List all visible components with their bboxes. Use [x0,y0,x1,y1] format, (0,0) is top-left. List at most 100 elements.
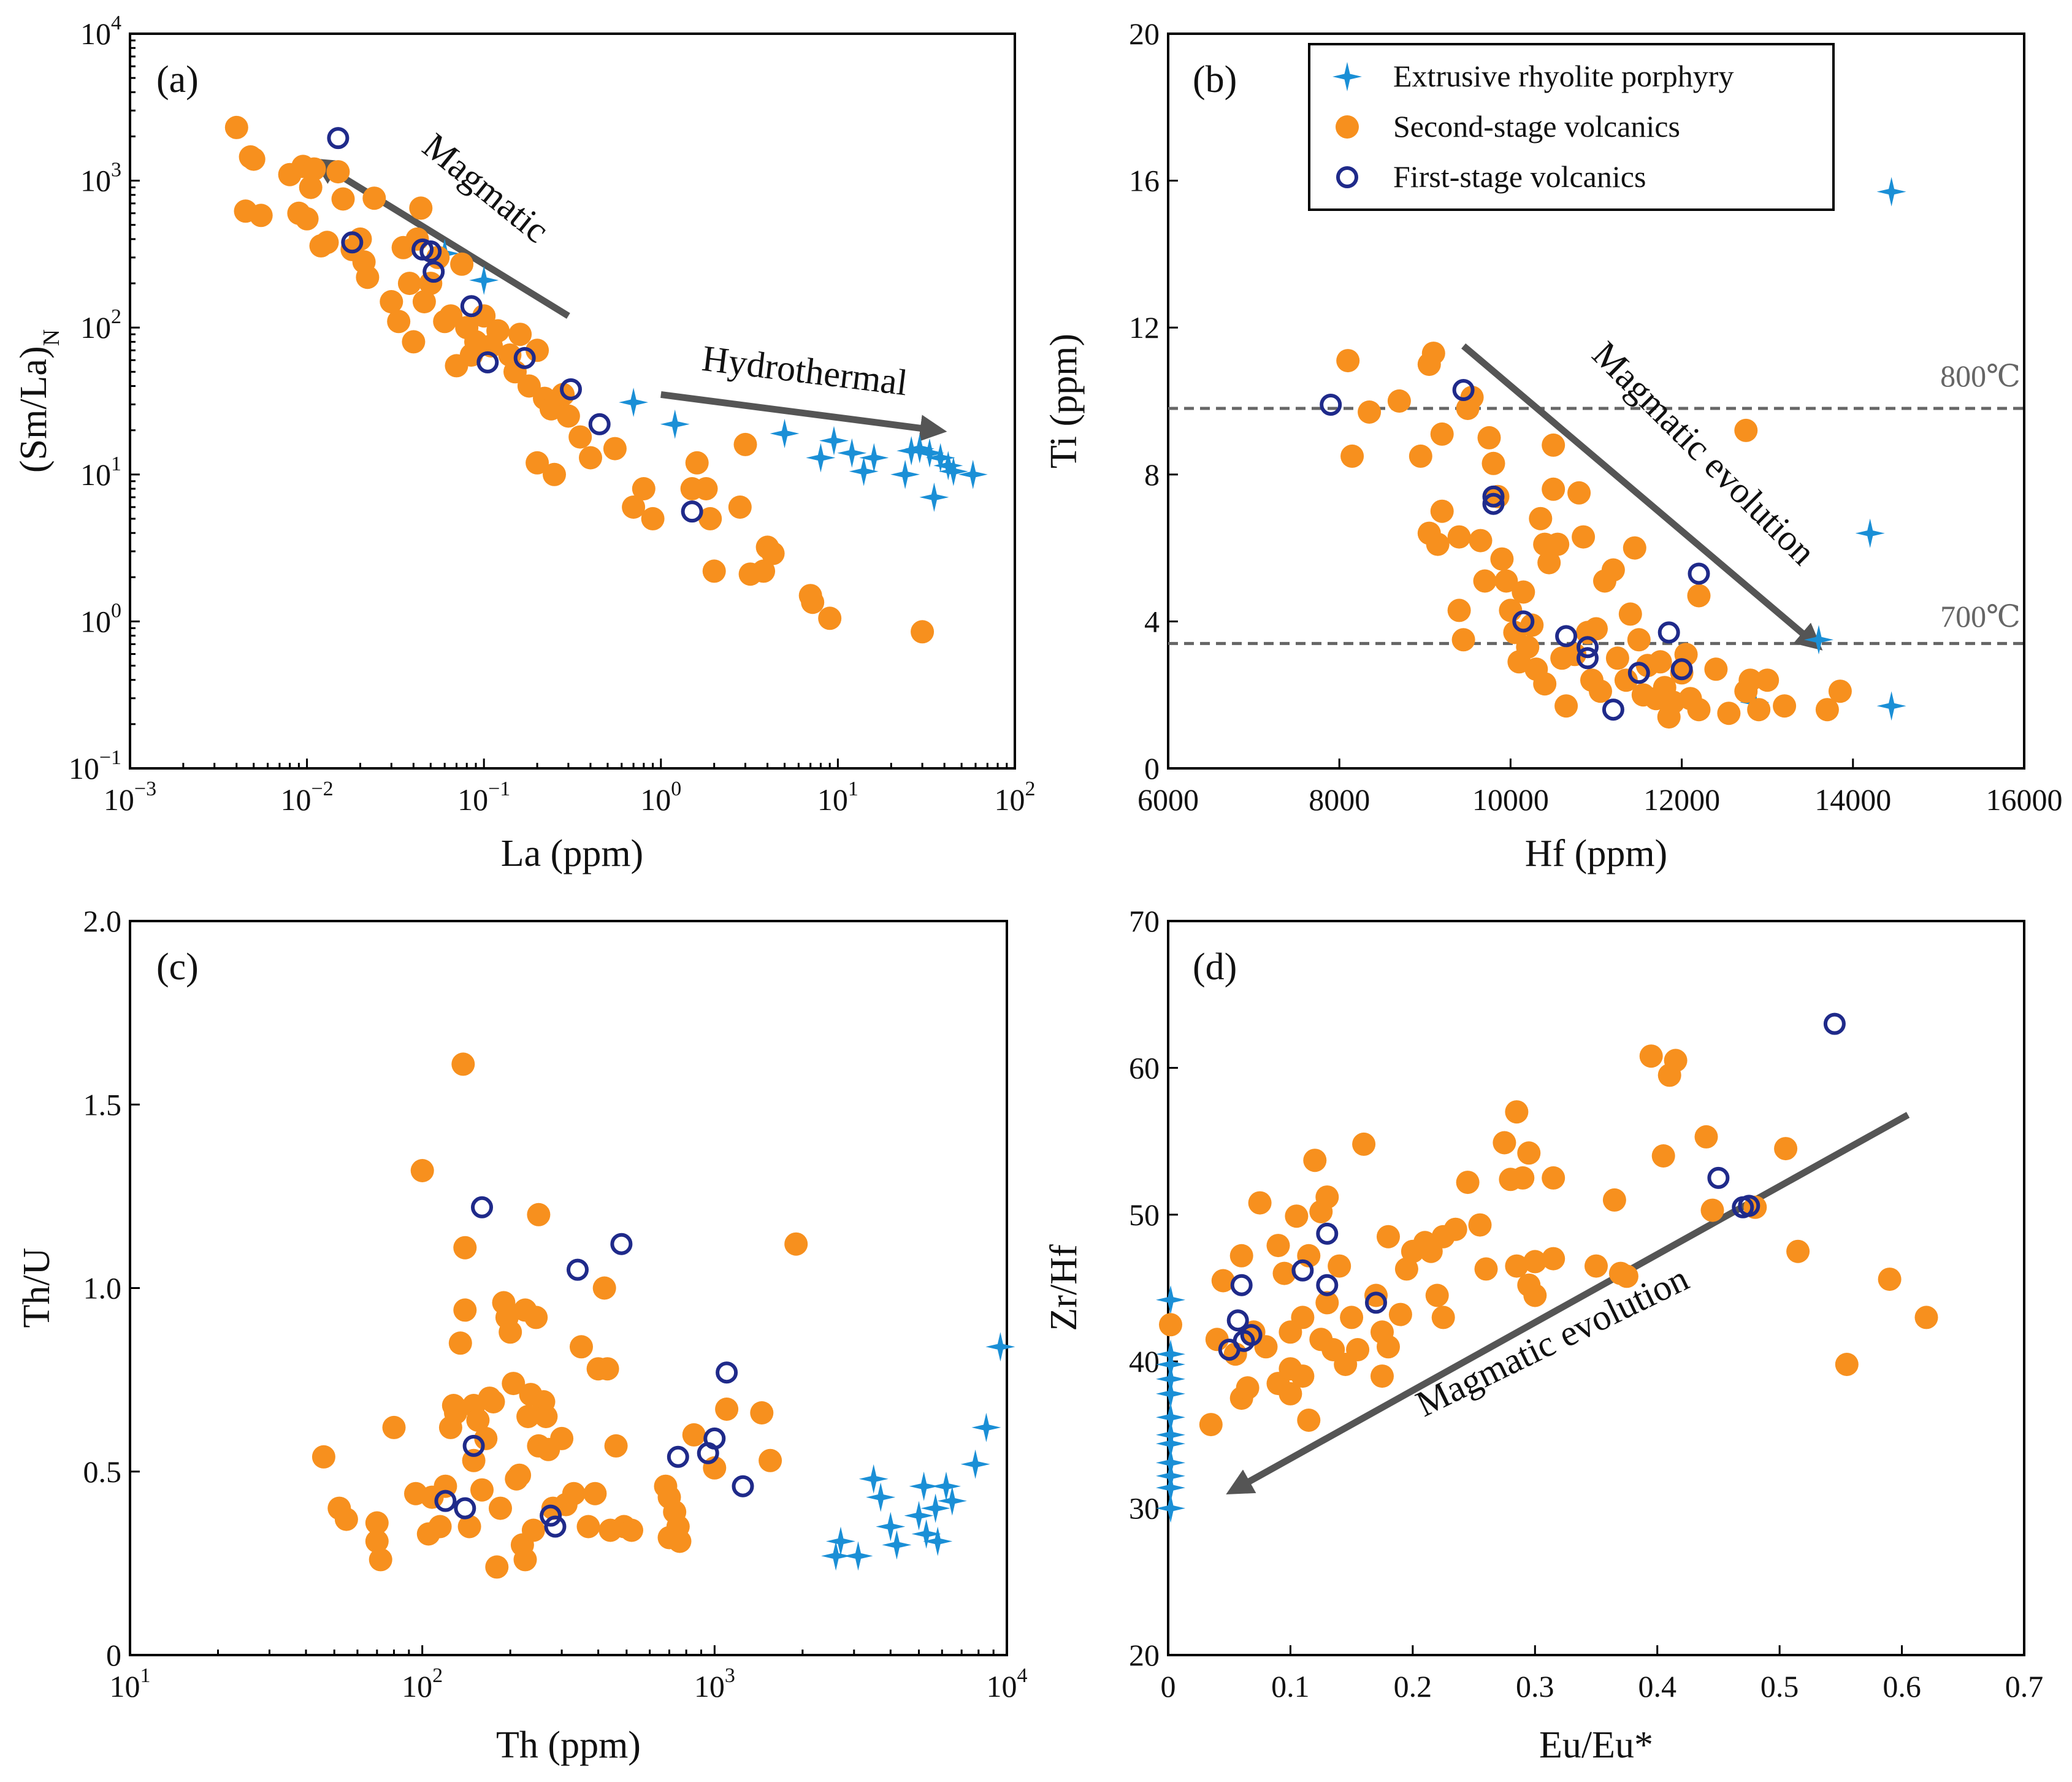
second-stage-point [761,541,785,565]
panel-b-arrows [1461,343,1823,651]
first-stage-point [716,1361,738,1384]
y-tick-label: 20 [1129,1638,1160,1672]
second-stage-point [1738,668,1762,692]
second-stage-point [1364,1283,1388,1307]
second-stage-point [801,591,825,614]
second-stage-point [1505,1254,1529,1278]
rhyolite-point [1156,1429,1185,1459]
second-stage-point [312,1445,335,1469]
panel-d-points [1156,1012,1938,1523]
first-stage-point [1823,1012,1846,1035]
second-stage-point [453,1236,477,1260]
second-stage-point [1352,1132,1376,1156]
second-stage-point [1236,1376,1260,1400]
x-tick-label: 10−3 [104,778,156,817]
rhyolite-point [849,456,879,486]
second-stage-point [1585,1254,1608,1278]
second-stage-point [1878,1268,1902,1291]
second-stage-point [1291,1306,1315,1329]
second-stage-point [750,1401,774,1424]
second-stage-point [1394,1257,1418,1281]
second-stage-point [466,1409,490,1432]
second-stage-point [1377,1225,1400,1249]
first-stage-point [476,351,499,373]
second-stage-point [1430,499,1454,523]
legend-label-first: First-stage volcanics [1393,159,1646,194]
second-stage-point [334,1507,358,1531]
second-stage-point [1589,679,1612,703]
second-stage-point [1229,1244,1253,1268]
second-stage-point [481,1390,505,1413]
second-stage-point [1914,1306,1938,1329]
x-tick-label: 104 [987,1664,1028,1704]
second-stage-point [622,495,646,519]
second-stage-point [302,157,326,181]
rhyolite-point [923,1526,953,1556]
second-stage-point [702,559,726,583]
first-stage-point [732,1475,754,1497]
second-stage-point [1687,698,1711,722]
rhyolite-point [843,1541,873,1571]
x-tick-label: 102 [995,778,1036,817]
second-stage-point [1266,1234,1290,1258]
rhyolite-point [1876,177,1906,207]
second-stage-point [534,1405,558,1428]
second-stage-point [1773,694,1797,718]
second-stage-point [1493,1131,1516,1155]
second-stage-point [1421,342,1445,365]
second-stage-point [1425,1283,1449,1307]
second-stage-point [1451,628,1475,652]
second-stage-point [470,1478,494,1502]
first-stage-point [1512,610,1535,633]
second-stage-point [543,462,566,486]
second-stage-point [1529,507,1553,530]
second-stage-point [668,1529,692,1553]
first-stage-point [1291,1259,1314,1282]
first-stage-point [434,1489,457,1512]
second-stage-point [759,1448,782,1472]
second-stage-point [439,304,463,328]
panel-c: 101 102 103 104 0 0.5 1.0 1.5 2.0 (c) Th (ppm) T… [16,904,1028,1766]
rhyolite-point [904,1501,934,1531]
second-stage-point [1734,418,1758,442]
x-tick-label: 103 [694,1664,735,1704]
second-stage-point [409,196,433,220]
second-stage-point [365,1529,389,1553]
y-tick-label: 60 [1129,1050,1160,1085]
x-tick-label: 100 [640,778,681,817]
second-stage-point [579,446,602,470]
x-tick-label: 0.4 [1638,1669,1676,1704]
first-stage-point [667,1445,689,1468]
second-stage-point [1279,1382,1302,1405]
second-stage-point [527,1203,551,1226]
second-stage-point [620,1518,643,1542]
second-stage-point [1447,525,1471,549]
x-tick-label: 10−2 [281,778,334,817]
second-stage-point [1315,1291,1339,1315]
second-stage-point [453,1298,477,1322]
second-stage-point [1430,422,1454,446]
legend-label-second: Second-stage volcanics [1393,109,1680,143]
panel-b-xlabel: Hf (ppm) [1525,833,1667,874]
second-stage-point [1542,1166,1565,1190]
second-stage-point [356,266,380,289]
second-stage-point [516,1405,540,1428]
second-stage-point [1687,584,1711,608]
panel-d: 0 0.1 0.2 0.3 0.4 0.5 0.6 0.7 20 30 40 50 60 70 (d) E… [1043,904,2043,1766]
second-stage-point [1460,386,1484,409]
first-stage-point [1320,394,1342,416]
x-tick-label: 101 [817,778,858,817]
second-stage-point [1623,536,1646,560]
rhyolite-point [866,1482,896,1512]
second-stage-point [1828,679,1852,703]
y-tick-label: 40 [1129,1344,1160,1379]
second-stage-point [1159,1313,1182,1337]
y-tick-label: 102 [80,305,121,345]
x-tick-label: 0 [1161,1669,1176,1704]
rhyolite-point [619,388,649,418]
rhyolite-point [909,1471,939,1501]
second-stage-point [1371,1364,1394,1388]
second-stage-point [583,1482,607,1505]
second-stage-point [1409,444,1432,468]
second-stage-point [365,1511,389,1535]
